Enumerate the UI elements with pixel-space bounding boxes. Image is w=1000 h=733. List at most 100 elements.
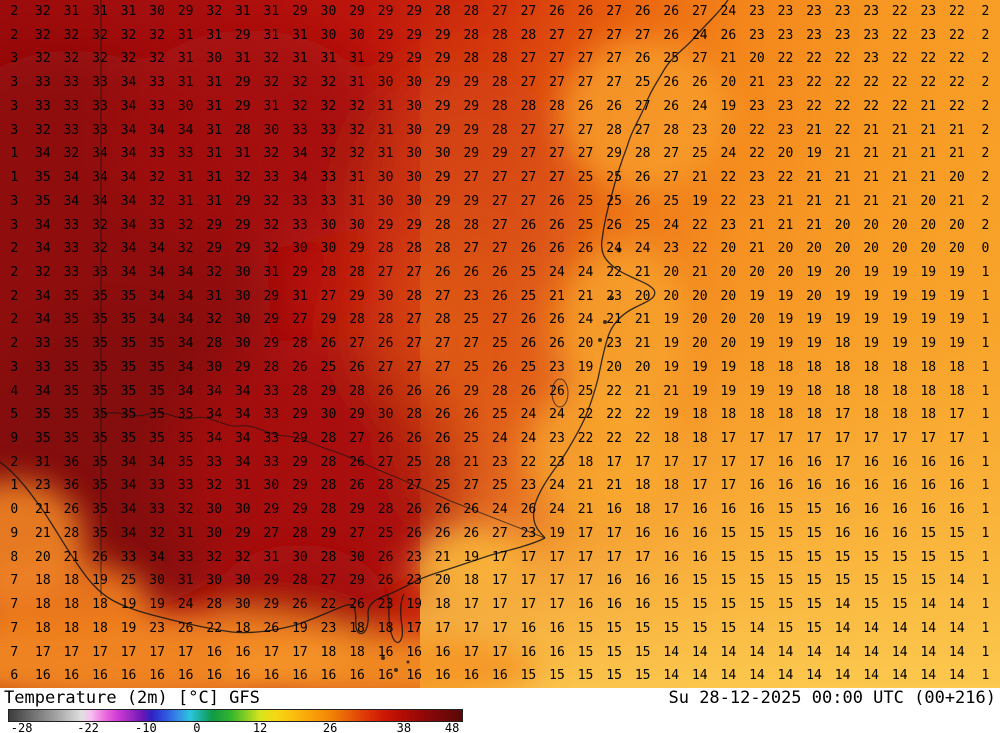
temp-value: 29	[463, 193, 480, 209]
temp-value: 18	[720, 407, 737, 423]
temp-value: 24	[177, 597, 194, 613]
temp-value: 16	[377, 644, 394, 660]
temp-value: 17	[834, 454, 851, 470]
temp-value: 25	[492, 336, 508, 352]
temp-value: 21	[949, 193, 965, 209]
temp-value: 30	[349, 549, 365, 565]
temp-value: 17	[834, 407, 851, 423]
temp-value: 21	[949, 146, 965, 162]
temp-value: 27	[549, 146, 565, 162]
temp-value: 35	[177, 407, 194, 423]
temp-value: 26	[549, 241, 565, 257]
temp-value: 20	[749, 264, 765, 280]
temp-value: 1	[981, 454, 990, 470]
temp-value: 16	[606, 597, 622, 613]
temp-value: 3	[10, 359, 19, 375]
temp-value: 16	[720, 502, 737, 518]
temp-value: 18	[920, 407, 937, 423]
temp-value: 17	[577, 573, 594, 589]
temp-value: 18	[834, 383, 851, 399]
temp-value: 28	[377, 312, 394, 328]
temp-value: 32	[92, 217, 108, 233]
temp-value: 21	[35, 502, 51, 518]
temp-value: 15	[949, 525, 965, 541]
temp-value: 18	[806, 383, 822, 399]
temp-value: 27	[492, 193, 508, 209]
temp-value: 28	[377, 478, 394, 494]
temp-value: 17	[35, 644, 51, 660]
temp-value: 32	[206, 4, 223, 19]
temp-value: 35	[63, 312, 80, 328]
temp-value: 26	[663, 4, 680, 19]
temp-value: 30	[320, 217, 337, 233]
temp-value: 18	[577, 454, 594, 470]
temp-value: 19	[691, 193, 708, 209]
temp-value: 34	[177, 122, 194, 138]
state-borders	[100, 0, 569, 596]
temp-value: 31	[349, 51, 365, 67]
temp-value: 30	[206, 359, 223, 375]
temp-value: 20	[691, 288, 708, 304]
temp-value: 31	[292, 288, 308, 304]
temp-value: 22	[949, 51, 965, 67]
temp-value: 15	[891, 597, 908, 613]
temp-value: 1	[981, 312, 990, 328]
temp-value: 23	[777, 122, 794, 138]
temp-value: 23	[149, 620, 165, 636]
temp-value: 1	[981, 573, 990, 589]
temp-value: 33	[263, 383, 280, 399]
temp-value: 2	[981, 4, 990, 19]
temp-value: 14	[949, 597, 965, 613]
temp-value: 22	[634, 431, 651, 447]
temp-value: 33	[263, 431, 280, 447]
temp-value: 32	[177, 217, 194, 233]
temp-value: 35	[35, 431, 51, 447]
temp-value: 17	[691, 478, 708, 494]
temp-value: 16	[149, 668, 165, 684]
temp-value: 28	[434, 312, 451, 328]
temp-value: 31	[177, 170, 194, 186]
temp-value: 28	[492, 27, 508, 43]
temp-value: 30	[206, 573, 223, 589]
temp-value: 1	[981, 431, 990, 447]
temp-value: 21	[577, 288, 594, 304]
temp-value: 34	[206, 383, 223, 399]
temp-value: 17	[149, 644, 165, 660]
temp-value: 23	[834, 4, 851, 19]
temp-value: 33	[320, 170, 337, 186]
temperature-grid: 2 32 31 31 31 30 29 32 31 31 29 30 29 29 29 28 28 27 27 26 2…	[0, 4, 1000, 684]
temp-value: 23	[749, 193, 765, 209]
temp-value: 14	[834, 644, 851, 660]
temp-value: 22	[206, 620, 223, 636]
temp-value: 35	[149, 407, 165, 423]
temp-value: 21	[806, 122, 822, 138]
temp-value: 29	[406, 4, 422, 19]
temp-value: 18	[349, 644, 365, 660]
temp-value: 30	[377, 170, 394, 186]
temp-value: 20	[949, 217, 965, 233]
temp-value: 23	[806, 4, 822, 19]
temp-value: 28	[492, 98, 508, 114]
temp-value: 26	[549, 4, 565, 19]
temp-value: 33	[206, 454, 223, 470]
temp-value: 17	[463, 644, 480, 660]
grid-row: 5 35 35 35 35 35 35 34 34 33 29 30 29 30 28 26 26 25 24 24 2…	[0, 403, 1000, 427]
temp-value: 22	[920, 75, 937, 91]
temp-value: 33	[63, 98, 80, 114]
temp-value: 33	[92, 75, 108, 91]
temp-value: 19	[777, 383, 794, 399]
temp-value: 23	[920, 27, 937, 43]
temp-value: 30	[406, 146, 422, 162]
temp-value: 27	[377, 359, 394, 375]
temp-value: 21	[863, 146, 879, 162]
temp-value: 17	[834, 431, 851, 447]
temp-value: 22	[749, 122, 765, 138]
temp-value: 26	[549, 383, 565, 399]
temp-value: 21	[834, 170, 851, 186]
temp-value: 16	[691, 549, 708, 565]
temp-value: 15	[720, 549, 737, 565]
temp-value: 28	[320, 478, 337, 494]
temp-value: 15	[577, 668, 594, 684]
temp-value: 18	[320, 644, 337, 660]
temp-value: 19	[920, 288, 937, 304]
